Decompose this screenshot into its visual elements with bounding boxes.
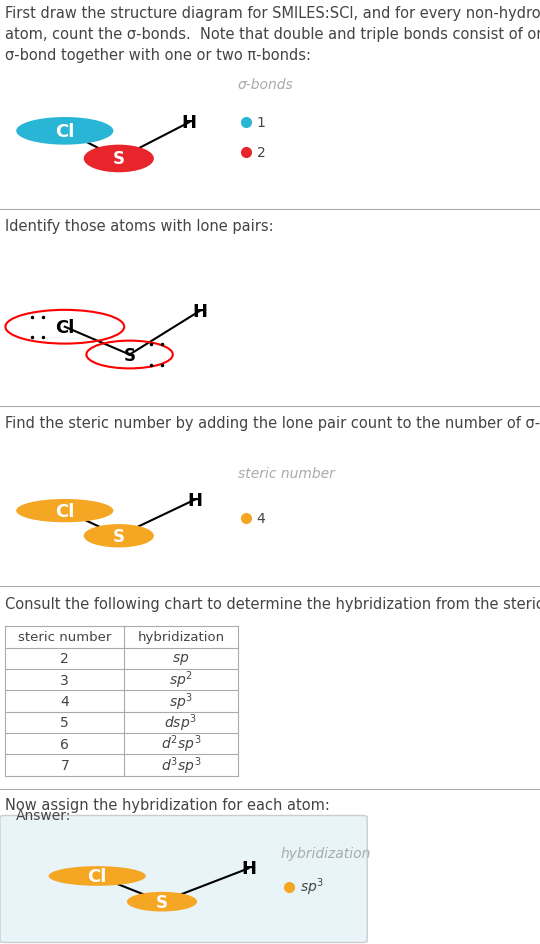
Text: 6: 6	[60, 736, 69, 750]
Text: Answer:: Answer:	[16, 808, 72, 822]
Text: H: H	[241, 859, 256, 878]
Text: 4: 4	[256, 512, 265, 525]
Ellipse shape	[16, 118, 113, 145]
Ellipse shape	[49, 867, 146, 885]
Text: Consult the following chart to determine the hybridization from the steric numbe: Consult the following chart to determine…	[5, 596, 540, 611]
Text: First draw the structure diagram for SMILES:SCl, and for every non-hydrogen
atom: First draw the structure diagram for SMI…	[5, 7, 540, 63]
Text: 2: 2	[60, 651, 69, 666]
Text: 4: 4	[60, 694, 69, 708]
Text: $d^2sp^3$: $d^2sp^3$	[160, 733, 201, 754]
Text: 5: 5	[60, 716, 69, 730]
Text: H: H	[181, 114, 197, 132]
Text: $sp^3$: $sp^3$	[169, 690, 193, 712]
Text: S: S	[113, 150, 125, 168]
Text: H: H	[192, 302, 207, 321]
Text: Cl: Cl	[55, 318, 75, 336]
Text: Identify those atoms with lone pairs:: Identify those atoms with lone pairs:	[5, 218, 274, 233]
Text: Cl: Cl	[55, 502, 75, 520]
Text: steric number: steric number	[238, 466, 334, 480]
Text: Now assign the hybridization for each atom:: Now assign the hybridization for each at…	[5, 798, 330, 813]
Text: σ-bonds: σ-bonds	[238, 78, 293, 92]
Text: steric number: steric number	[18, 631, 111, 644]
Ellipse shape	[16, 499, 113, 523]
Text: hybridization: hybridization	[281, 847, 371, 860]
FancyBboxPatch shape	[0, 816, 367, 942]
Text: 1: 1	[256, 116, 265, 130]
Text: $sp^2$: $sp^2$	[169, 669, 193, 691]
Text: $d^3sp^3$: $d^3sp^3$	[160, 754, 201, 776]
Text: 7: 7	[60, 758, 69, 772]
Text: H: H	[187, 491, 202, 510]
Text: Cl: Cl	[55, 123, 75, 141]
Text: Find the steric number by adding the lone pair count to the number of σ-bonds:: Find the steric number by adding the lon…	[5, 416, 540, 431]
Text: hybridization: hybridization	[137, 631, 225, 644]
Text: S: S	[156, 893, 168, 911]
Circle shape	[127, 892, 197, 912]
Text: 3: 3	[60, 673, 69, 687]
Text: $dsp^3$: $dsp^3$	[165, 712, 197, 733]
Text: Cl: Cl	[87, 867, 107, 885]
Text: S: S	[113, 527, 125, 546]
Circle shape	[84, 525, 154, 548]
Text: S: S	[124, 346, 136, 364]
Text: $sp^3$: $sp^3$	[300, 876, 324, 898]
Text: 2: 2	[256, 146, 265, 160]
Text: $sp$: $sp$	[172, 651, 190, 666]
Circle shape	[84, 145, 154, 173]
